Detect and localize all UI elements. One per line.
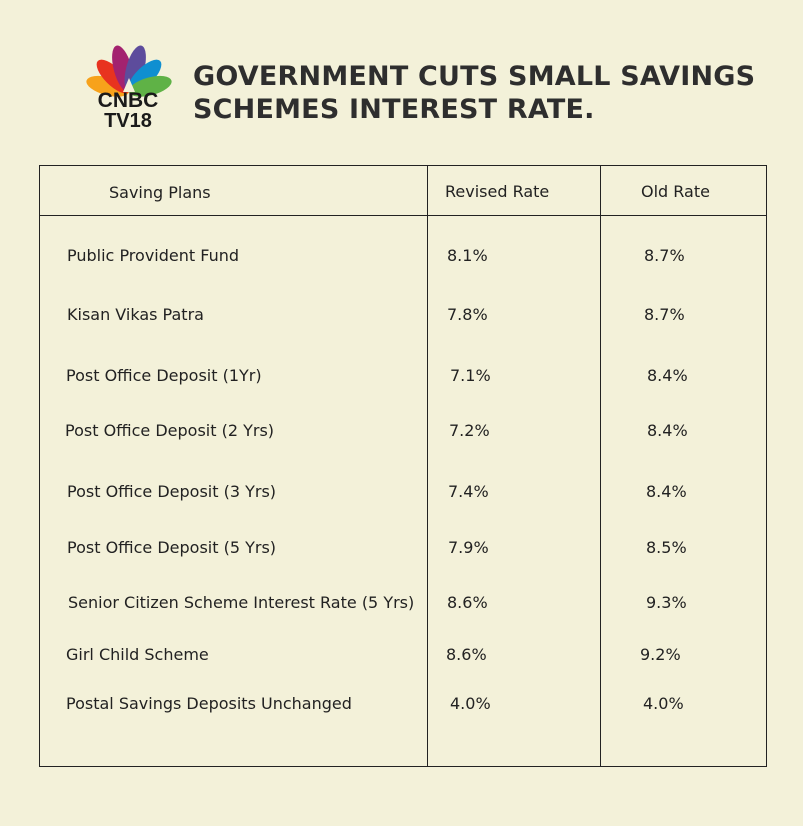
cnbc-tv18-logo: CNBC TV18 bbox=[74, 40, 184, 132]
row-old-rate: 8.5% bbox=[646, 538, 687, 557]
row-old-rate: 9.3% bbox=[646, 593, 687, 612]
rates-table: Saving Plans Revised Rate Old Rate Publi… bbox=[39, 165, 767, 767]
row-old-rate: 9.2% bbox=[640, 645, 681, 664]
logo-cnbc-text: CNBC bbox=[97, 89, 159, 112]
row-old-rate: 8.7% bbox=[644, 246, 685, 265]
row-revised-rate: 7.8% bbox=[447, 305, 488, 324]
row-plan-name: Post Office Deposit (1Yr) bbox=[66, 366, 262, 385]
row-plan-name: Girl Child Scheme bbox=[66, 645, 209, 664]
row-old-rate: 8.4% bbox=[647, 366, 688, 385]
row-plan-name: Post Office Deposit (5 Yrs) bbox=[67, 538, 277, 557]
headline-line-1: GOVERNMENT CUTS SMALL SAVINGS bbox=[193, 61, 756, 92]
row-plan-name: Kisan Vikas Patra bbox=[67, 305, 204, 324]
row-revised-rate: 7.2% bbox=[449, 421, 490, 440]
headline: GOVERNMENT CUTS SMALL SAVINGS SCHEMES IN… bbox=[193, 60, 773, 126]
row-revised-rate: 4.0% bbox=[450, 694, 491, 713]
row-revised-rate: 8.6% bbox=[446, 645, 487, 664]
row-revised-rate: 8.1% bbox=[447, 246, 488, 265]
header-divider bbox=[40, 215, 766, 216]
row-old-rate: 8.7% bbox=[644, 305, 685, 324]
column-divider bbox=[427, 166, 428, 766]
row-revised-rate: 8.6% bbox=[447, 593, 488, 612]
row-plan-name: Postal Savings Deposits Unchanged bbox=[66, 694, 352, 713]
row-revised-rate: 7.9% bbox=[448, 538, 489, 557]
row-old-rate: 8.4% bbox=[647, 421, 688, 440]
row-plan-name: Post Office Deposit (2 Yrs) bbox=[65, 421, 275, 440]
row-old-rate: 4.0% bbox=[643, 694, 684, 713]
row-revised-rate: 7.1% bbox=[450, 366, 491, 385]
row-plan-name: Senior Citizen Scheme Interest Rate (5 Y… bbox=[68, 593, 415, 612]
row-revised-rate: 7.4% bbox=[448, 482, 489, 501]
header-old-rate: Old Rate bbox=[641, 182, 710, 201]
column-divider bbox=[600, 166, 601, 766]
logo-tv18-text: TV18 bbox=[104, 110, 152, 132]
row-plan-name: Public Provident Fund bbox=[67, 246, 239, 265]
row-old-rate: 8.4% bbox=[646, 482, 687, 501]
header-revised-rate: Revised Rate bbox=[445, 182, 550, 201]
header-saving-plans: Saving Plans bbox=[109, 183, 211, 202]
peacock-icon bbox=[86, 45, 172, 97]
headline-line-2: SCHEMES INTEREST RATE. bbox=[193, 94, 595, 125]
row-plan-name: Post Office Deposit (3 Yrs) bbox=[67, 482, 277, 501]
